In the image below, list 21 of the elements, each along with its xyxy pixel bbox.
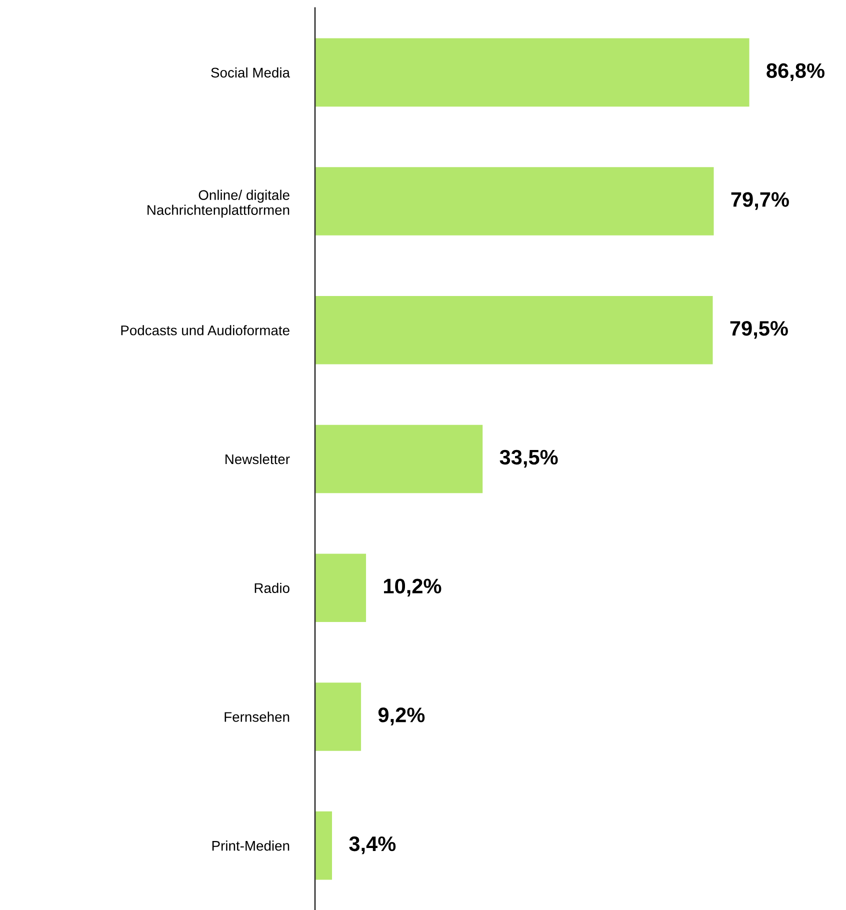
bar — [315, 167, 714, 236]
bar — [315, 296, 713, 364]
y-tick-label: Radio — [254, 582, 290, 594]
data-label: 79,5% — [730, 320, 788, 339]
y-tick-label: Podcasts und Audioformate — [121, 325, 290, 336]
bar — [315, 554, 366, 622]
y-tick-label: Online/ digitale Nachrichtenplattformen — [148, 190, 290, 218]
y-tick-label: Newsletter — [226, 454, 290, 464]
data-label: 86,8% — [766, 63, 824, 82]
data-label: 3,4% — [349, 836, 396, 854]
y-tick-label: Print-Medien — [212, 840, 290, 851]
bar — [315, 38, 750, 107]
y-tick-label: Fernsehen — [224, 712, 290, 722]
bar — [315, 682, 362, 751]
data-label: 33,5% — [500, 450, 558, 468]
data-label: 79,7% — [731, 192, 789, 210]
bar — [315, 811, 332, 880]
data-label: 9,2% — [378, 708, 425, 726]
y-tick-label: Social Media — [211, 67, 290, 78]
data-label: 10,2% — [384, 578, 442, 596]
bar — [315, 424, 483, 494]
